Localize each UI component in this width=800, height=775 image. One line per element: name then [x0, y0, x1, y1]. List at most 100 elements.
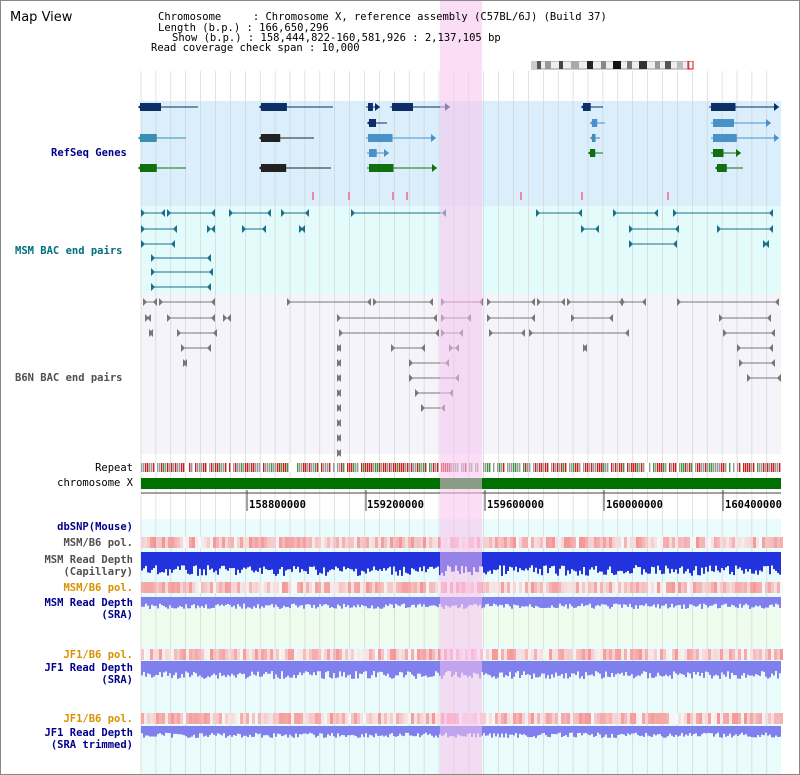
- depth-bar: [461, 726, 463, 737]
- depth-bar: [603, 661, 605, 678]
- depth-bar: [515, 552, 517, 567]
- jf1-b6-pol-label-1[interactable]: JF1/B6 pol.: [63, 649, 133, 661]
- heat-cell: [510, 537, 513, 548]
- heat-cell: [516, 649, 519, 660]
- repeat-mark: [579, 463, 581, 472]
- jf1-depth-sra-label[interactable]: JF1 Read Depth: [44, 662, 133, 674]
- heat-cell: [264, 649, 267, 660]
- refseq-genes-label[interactable]: RefSeq Genes: [51, 147, 127, 159]
- depth-bar: [469, 661, 471, 676]
- heat-cell: [567, 582, 570, 593]
- heat-cell: [207, 537, 210, 548]
- heat-cell: [552, 713, 555, 724]
- msm-depth-sra-label[interactable]: MSM Read Depth: [44, 597, 133, 609]
- heat-cell: [669, 713, 672, 724]
- heat-cell: [777, 582, 780, 593]
- chromosome-info: Chromosome : Chromosome X, reference ass…: [158, 11, 607, 23]
- depth-bar: [583, 597, 585, 607]
- depth-bar: [565, 661, 567, 674]
- heat-cell: [324, 713, 327, 724]
- msm-b6-pol-label-1[interactable]: MSM/B6 pol.: [63, 537, 133, 549]
- bac-end: [489, 329, 493, 337]
- msm-depth-capillary-label[interactable]: MSM Read Depth: [44, 554, 133, 566]
- depth-bar: [451, 552, 453, 572]
- depth-bar: [469, 726, 471, 733]
- bac-end: [583, 344, 587, 352]
- heat-cell: [435, 649, 438, 660]
- depth-bar: [231, 661, 233, 674]
- ideogram-band: [531, 61, 537, 69]
- depth-bar: [423, 661, 425, 677]
- depth-bar: [213, 597, 215, 608]
- heat-cell: [450, 582, 453, 593]
- heat-cell: [324, 537, 327, 548]
- depth-bar: [281, 597, 283, 609]
- depth-bar: [395, 597, 397, 604]
- heat-cell: [699, 537, 702, 548]
- depth-bar: [251, 726, 253, 737]
- depth-bar: [169, 726, 171, 734]
- heat-cell: [723, 537, 726, 548]
- bac-end: [629, 240, 633, 248]
- repeat-mark: [349, 463, 351, 472]
- msm-bac-label[interactable]: MSM BAC end pairs: [15, 245, 123, 257]
- jf1-depth-trimmed-label[interactable]: JF1 Read Depth: [44, 727, 133, 739]
- depth-bar: [249, 661, 251, 676]
- heat-cell: [705, 649, 708, 660]
- heat-cell: [168, 713, 171, 724]
- heat-cell: [225, 713, 228, 724]
- depth-bar: [485, 552, 487, 575]
- repeat-mark: [181, 463, 183, 472]
- heat-cell: [570, 537, 573, 548]
- depth-bar: [289, 597, 291, 609]
- b6n-bac-label[interactable]: B6N BAC end pairs: [15, 372, 123, 384]
- depth-bar: [175, 597, 177, 609]
- depth-bar: [309, 597, 311, 605]
- heat-cell: [657, 649, 660, 660]
- heat-cell: [201, 582, 204, 593]
- repeat-mark: [519, 463, 521, 472]
- depth-bar: [757, 726, 759, 736]
- msm-b6-pol-label-2[interactable]: MSM/B6 pol.: [63, 582, 133, 594]
- heat-cell: [447, 582, 450, 593]
- depth-bar: [415, 726, 417, 737]
- repeat-mark: [671, 463, 673, 472]
- repeat-mark: [359, 463, 361, 472]
- chromosome-ideogram[interactable]: [530, 55, 695, 70]
- heat-cell: [270, 713, 273, 724]
- depth-bar: [275, 661, 277, 675]
- heat-cell: [582, 582, 585, 593]
- depth-bar: [347, 661, 349, 676]
- heat-cell: [225, 537, 228, 548]
- depth-bar: [725, 597, 727, 604]
- dbsnp-label[interactable]: dbSNP(Mouse): [57, 521, 133, 533]
- jf1-b6-pol-label-2[interactable]: JF1/B6 pol.: [63, 713, 133, 725]
- heat-cell: [561, 582, 564, 593]
- repeat-mark: [283, 463, 285, 472]
- heat-cell: [708, 537, 711, 548]
- repeat-mark: [757, 463, 759, 472]
- depth-bar: [701, 661, 703, 673]
- depth-bar: [277, 661, 279, 678]
- depth-bar: [255, 726, 257, 733]
- heat-cell: [615, 713, 618, 724]
- heat-cell: [303, 713, 306, 724]
- depth-bar: [201, 661, 203, 678]
- depth-bar: [501, 597, 503, 606]
- heat-cell: [147, 537, 150, 548]
- heat-cell: [603, 582, 606, 593]
- heat-cell: [684, 537, 687, 548]
- heat-cell: [690, 537, 693, 548]
- repeat-mark: [691, 463, 693, 472]
- depth-bar: [445, 597, 447, 606]
- repeat-mark: [731, 463, 733, 472]
- depth-bar: [369, 597, 371, 609]
- repeat-mark: [141, 463, 143, 472]
- depth-bar: [167, 597, 169, 609]
- repeat-mark: [747, 463, 749, 472]
- repeat-mark: [445, 463, 447, 472]
- depth-bar: [625, 661, 627, 673]
- depth-bar: [581, 661, 583, 677]
- depth-bar: [277, 552, 279, 574]
- depth-bar: [629, 661, 631, 676]
